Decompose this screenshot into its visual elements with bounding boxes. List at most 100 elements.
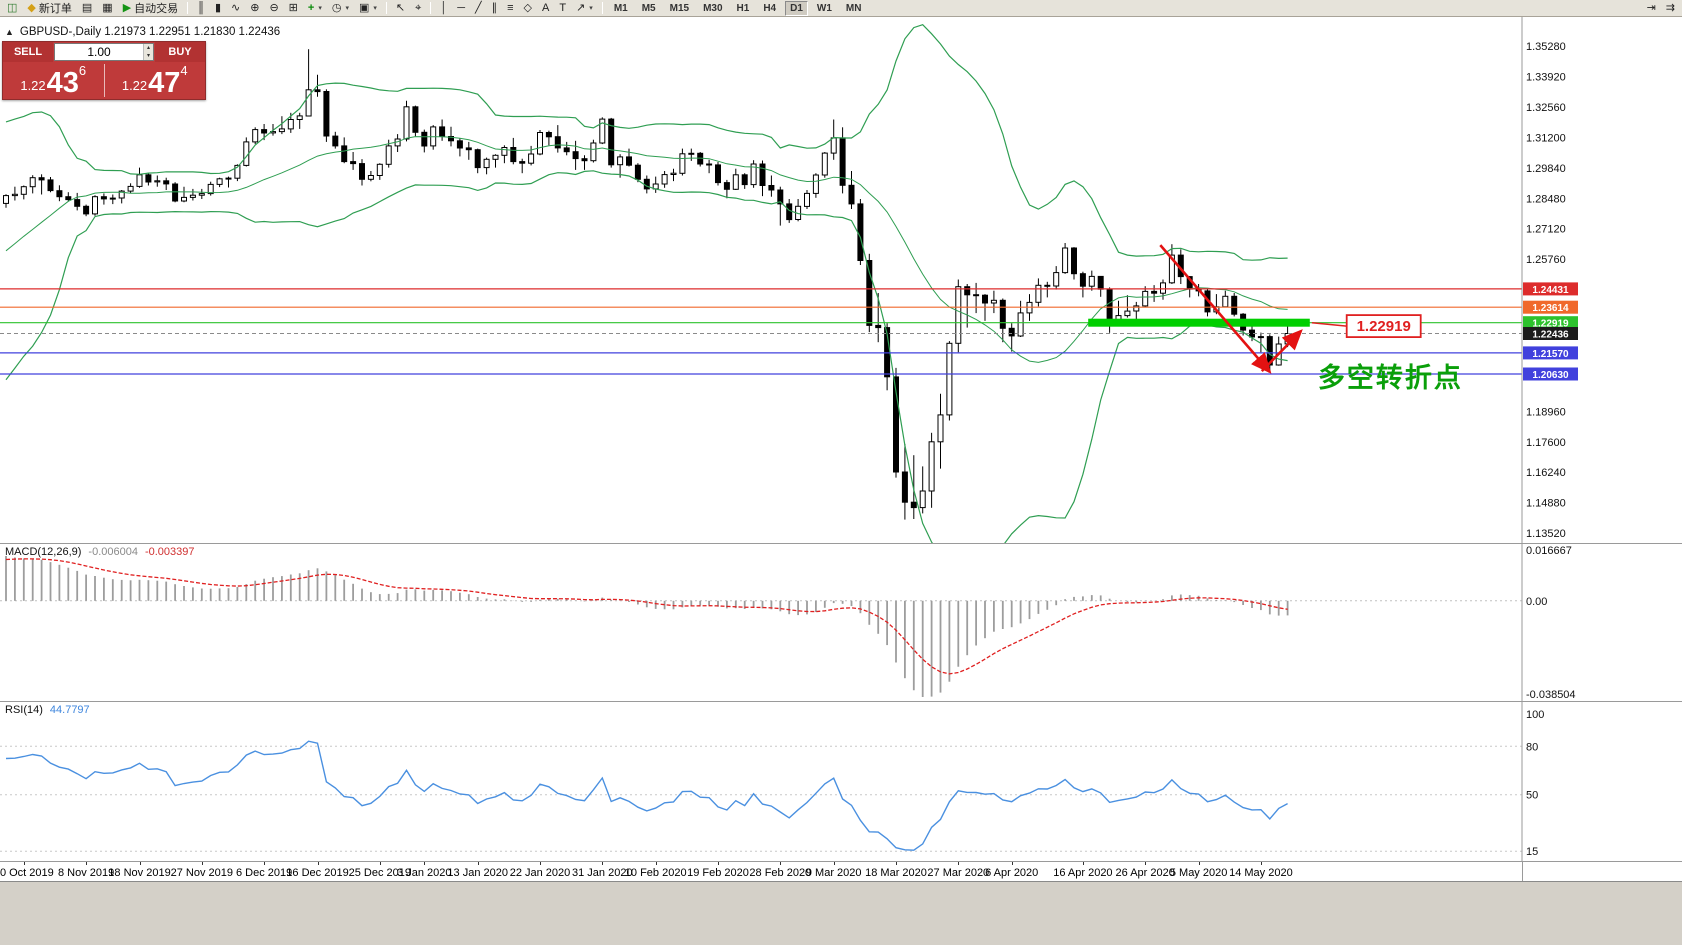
timeframe-h4-button[interactable]: H4 — [763, 2, 777, 14]
profiles-button[interactable]: ▤ — [78, 1, 96, 16]
volume-decrease-button[interactable]: ▾ — [144, 52, 153, 60]
tile-windows-button[interactable]: ⊞ — [285, 1, 302, 16]
templates-button[interactable]: ▣ ▾ — [355, 1, 381, 16]
date-tick — [602, 862, 604, 865]
volume-input[interactable] — [55, 44, 144, 60]
shapes-icon: ◇ — [523, 1, 532, 14]
candlestick-chart-button[interactable]: ▮ — [211, 1, 225, 16]
price-callout[interactable] — [1345, 314, 1422, 339]
auto-trading-button[interactable]: ▶ 自动交易 — [119, 1, 182, 16]
data-window-icon: ▦ — [102, 1, 113, 14]
timeframe-m5-button[interactable]: M5 — [641, 2, 656, 14]
date-tick — [958, 862, 960, 865]
sell-price[interactable]: 1.22 43 6 — [3, 62, 104, 99]
auto-scroll-button[interactable]: ⇉ — [1662, 1, 1679, 16]
buy-button[interactable]: BUY — [155, 42, 205, 62]
turning-point-note[interactable]: 多空转折点 — [1318, 362, 1463, 393]
data-window-button[interactable]: ▦ — [98, 1, 116, 16]
date-label: 6 Dec 2019 — [235, 867, 293, 879]
price-axis-label: 1.18960 — [1526, 406, 1566, 418]
new-chart-button[interactable]: ◫ — [3, 1, 21, 16]
zoom-out-button[interactable]: ⊖ — [265, 1, 282, 16]
arrows-button[interactable]: ↗ ▾ — [572, 1, 597, 16]
price-axis-label: 1.16240 — [1526, 467, 1566, 479]
date-label: 18 Nov 2019 — [108, 867, 171, 879]
date-tick — [1145, 862, 1147, 865]
buy-price[interactable]: 1.22 47 4 — [105, 62, 206, 99]
volume-increase-button[interactable]: ▴ — [144, 44, 153, 52]
toolbar-separator — [187, 2, 189, 14]
crosshair-icon: ⌖ — [415, 1, 422, 14]
date-tick — [896, 862, 897, 865]
toolbar-separator — [385, 2, 387, 14]
auto-scroll-icon: ⇉ — [1665, 1, 1675, 14]
shapes-button[interactable]: ◇ — [520, 1, 536, 16]
date-tick — [317, 862, 319, 865]
sell-price-prefix: 1.22 — [20, 78, 46, 93]
price-axis-label: 1.25760 — [1526, 254, 1566, 266]
indicators-button[interactable]: + ▾ — [304, 1, 326, 16]
indicator-axis-label: -0.038504 — [1526, 689, 1576, 701]
vertical-line-button[interactable]: │ — [436, 1, 451, 16]
price-axis-label: 1.32560 — [1526, 102, 1566, 114]
date-label: 6 Apr 2020 — [985, 867, 1039, 879]
date-tick — [1011, 862, 1013, 865]
cursor-button[interactable]: ↖ — [392, 1, 409, 16]
date-label: 16 Apr 2020 — [1053, 867, 1113, 879]
date-label: 9 Mar 2020 — [805, 867, 862, 879]
chevron-down-icon: ▾ — [345, 5, 349, 12]
equidistant-channel-icon: ∥ — [491, 1, 498, 14]
text-button[interactable]: A — [538, 1, 553, 16]
bollinger-middle — [5, 136, 1288, 363]
crosshair-button[interactable]: ⌖ — [411, 1, 425, 16]
trend-arrow-up[interactable] — [1260, 329, 1303, 373]
price-tag-1.23614 — [1523, 300, 1578, 314]
sell-button[interactable]: SELL — [3, 42, 53, 62]
chart-shift-button[interactable]: ⇥ — [1643, 1, 1660, 16]
indicator-axis-label: 0.016667 — [1526, 545, 1572, 557]
equidistant-channel-button[interactable]: ∥ — [488, 1, 502, 16]
timeframe-h1-button[interactable]: H1 — [736, 2, 750, 14]
zoom-in-button[interactable]: ⊕ — [246, 1, 263, 16]
one-click-collapse-icon[interactable]: ▲ — [5, 27, 14, 37]
text-icon: A — [542, 1, 550, 14]
trend-arrow-down[interactable] — [1159, 244, 1272, 374]
date-tick — [1082, 862, 1084, 865]
price-axis-label: 1.28480 — [1526, 193, 1566, 205]
trendline-button[interactable]: ╱ — [471, 1, 486, 16]
toolbar: ◫ ◆ 新订单 ▤ ▦ ▶ 自动交易 ║ ▮ ∿ ⊕ ⊖ ⊞ + ▾ ◷ ▾ ▣ ▾ ↖ ⌖ │ ─ ╱ ∥ ≡ ◇ A T ↗ ▾ M1 M5… — [0, 0, 1682, 17]
bar-chart-button[interactable]: ║ — [193, 1, 209, 16]
price-tag-1.22919 — [1523, 316, 1578, 330]
timeframe-m15-button[interactable]: M15 — [669, 2, 690, 14]
timeframe-mn-button[interactable]: MN — [845, 2, 862, 14]
svg-text:1.22919: 1.22919 — [1532, 319, 1569, 330]
periods-button[interactable]: ◷ ▾ — [328, 1, 353, 16]
templates-icon: ▣ — [358, 1, 370, 14]
date-label: 27 Mar 2020 — [927, 867, 990, 879]
date-label: 22 Jan 2020 — [509, 867, 571, 879]
timeframe-m1-button[interactable]: M1 — [613, 2, 628, 14]
macd-label: MACD(12,26,9) -0.006004 -0.003397 — [5, 546, 195, 558]
timeframe-w1-button[interactable]: W1 — [816, 2, 832, 14]
date-label: 10 Feb 2020 — [624, 867, 687, 879]
candlesticks — [3, 49, 1291, 520]
toolbar-separator — [601, 2, 603, 14]
symbol-ohlc-text: GBPUSD-,Daily 1.21973 1.22951 1.21830 1.… — [19, 26, 281, 38]
horizontal-line-button[interactable]: ─ — [453, 1, 469, 16]
new-order-button[interactable]: ◆ 新订单 — [23, 1, 75, 16]
price-tag-1.20630 — [1523, 367, 1578, 381]
price-axis-label: 1.17600 — [1526, 437, 1566, 449]
line-chart-button[interactable]: ∿ — [227, 1, 244, 16]
date-tick — [379, 862, 381, 865]
date-tick — [424, 862, 426, 865]
timeframe-m30-button[interactable]: M30 — [703, 2, 723, 14]
date-label: 28 Feb 2020 — [749, 867, 812, 879]
fibonacci-button[interactable]: ≡ — [503, 1, 517, 16]
text-label-button[interactable]: T — [555, 1, 570, 16]
timeframe-d1-button[interactable]: D1 — [785, 0, 808, 16]
support-band[interactable] — [1088, 318, 1310, 327]
price-chart-panel: 1.22919 多空转折点 1.35280 1.33920 1.32560 1.31200… — [0, 17, 1578, 543]
price-axis-label: 1.29840 — [1526, 163, 1566, 175]
date-tick — [139, 862, 141, 865]
